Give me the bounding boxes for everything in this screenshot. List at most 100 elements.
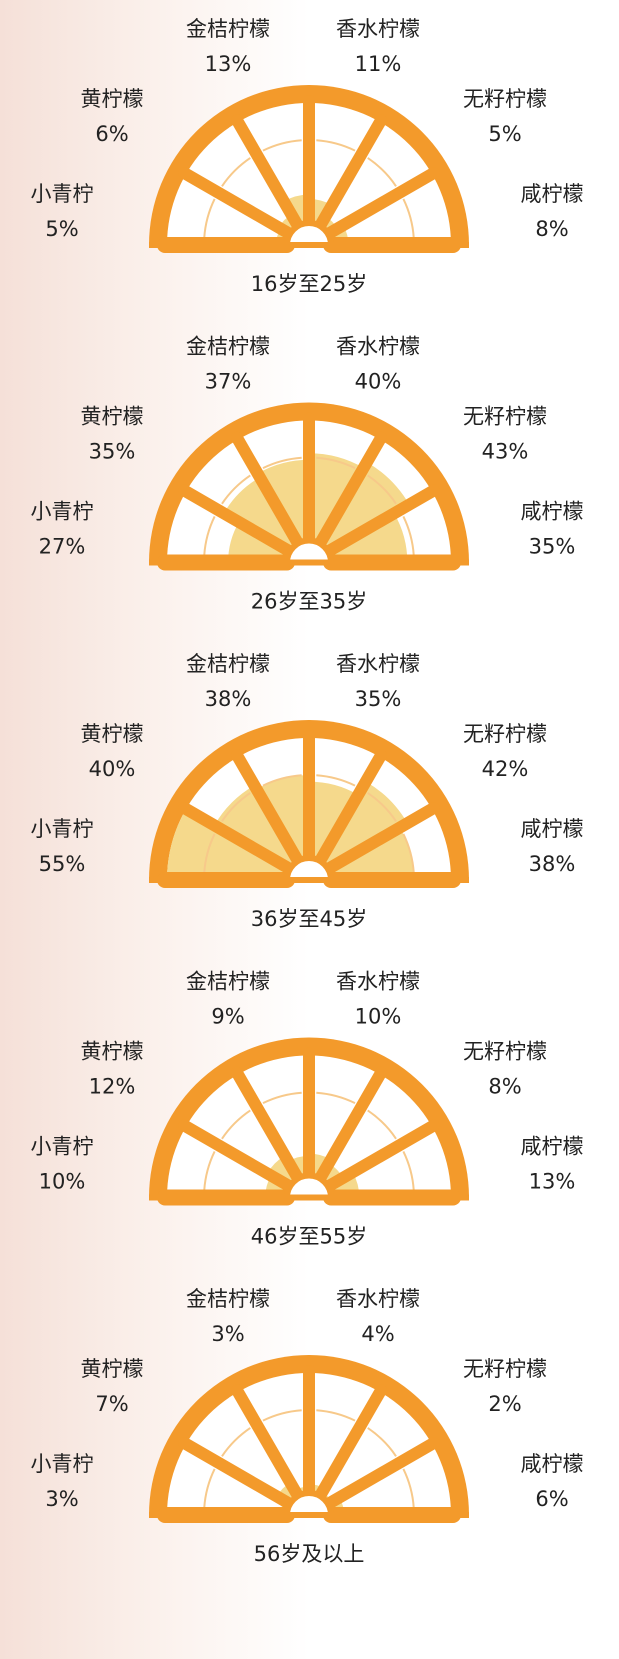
value-sector bbox=[328, 513, 408, 563]
segment-arc bbox=[203, 1151, 216, 1191]
value-sector bbox=[309, 781, 359, 861]
segment-divider bbox=[314, 749, 387, 867]
segment-arc bbox=[262, 1409, 302, 1422]
segment-arc bbox=[262, 456, 302, 470]
segment-divider bbox=[231, 431, 304, 550]
value-sector bbox=[167, 809, 290, 880]
value-sector bbox=[267, 1155, 298, 1187]
value-label: 8% bbox=[535, 217, 568, 241]
segment-divider bbox=[178, 1119, 296, 1193]
value-label: 40% bbox=[89, 757, 136, 781]
chart-title: 56岁及以上 bbox=[254, 1542, 365, 1566]
chart-panel: 小青柠 27% 黄柠檬 35% 金桔柠檬 37% 香水柠檬 40% 无籽柠檬 43% 咸柠檬 35% 2… bbox=[31, 335, 584, 614]
segment-divider bbox=[178, 1437, 296, 1510]
segment-divider bbox=[231, 114, 304, 232]
segment-arc bbox=[203, 1468, 216, 1508]
category-label: 咸柠檬 bbox=[521, 1452, 584, 1476]
value-label: 6% bbox=[95, 122, 128, 146]
value-label: 43% bbox=[482, 440, 529, 464]
value-label: 10% bbox=[355, 1005, 402, 1029]
segment-arc bbox=[367, 157, 397, 187]
value-label: 42% bbox=[482, 757, 529, 781]
category-label: 黄柠檬 bbox=[81, 87, 144, 111]
value-label: 13% bbox=[529, 1170, 576, 1194]
category-label: 小青柠 bbox=[31, 1135, 94, 1159]
segment-arc bbox=[402, 833, 415, 873]
segment-divider bbox=[322, 167, 440, 240]
value-sector bbox=[256, 775, 309, 861]
segment-arc bbox=[221, 1427, 251, 1457]
value-label: 55% bbox=[39, 852, 86, 876]
segment-divider bbox=[314, 1066, 387, 1185]
category-label: 无籽柠檬 bbox=[463, 87, 547, 111]
segment-arc bbox=[367, 1427, 397, 1457]
value-label: 38% bbox=[529, 852, 576, 876]
value-label: 38% bbox=[205, 687, 252, 711]
value-label: 6% bbox=[535, 1487, 568, 1511]
value-sector bbox=[257, 459, 309, 544]
category-label: 黄柠檬 bbox=[81, 1040, 144, 1064]
category-label: 黄柠檬 bbox=[81, 405, 144, 429]
value-label: 13% bbox=[205, 52, 252, 76]
value-label: 7% bbox=[95, 1392, 128, 1416]
category-label: 香水柠檬 bbox=[336, 17, 420, 41]
value-sector bbox=[228, 522, 290, 563]
category-label: 金桔柠檬 bbox=[186, 17, 270, 41]
value-sector bbox=[223, 477, 298, 552]
value-label: 27% bbox=[39, 535, 86, 559]
segment-arc bbox=[367, 792, 397, 822]
value-label: 37% bbox=[205, 370, 252, 394]
category-label: 无籽柠檬 bbox=[463, 722, 547, 746]
segment-arc bbox=[316, 774, 356, 787]
segment-arc bbox=[203, 516, 216, 556]
segment-divider bbox=[178, 167, 296, 240]
chart-panel: 小青柠 3% 黄柠檬 7% 金桔柠檬 3% 香水柠檬 4% 无籽柠檬 2% 咸柠檬 6% 56岁及以上 bbox=[31, 1287, 584, 1566]
segment-divider bbox=[322, 802, 440, 875]
chart-panel: 小青柠 55% 黄柠檬 40% 金桔柠檬 38% 香水柠檬 35% 无籽柠檬 42% 咸柠檬 38% 3… bbox=[31, 652, 584, 931]
category-label: 金桔柠檬 bbox=[186, 1287, 270, 1311]
segment-divider bbox=[314, 431, 387, 550]
segment-arc bbox=[203, 198, 216, 238]
chart-title: 16岁至25岁 bbox=[251, 272, 367, 296]
value-label: 5% bbox=[488, 122, 521, 146]
category-label: 黄柠檬 bbox=[81, 722, 144, 746]
category-label: 小青柠 bbox=[31, 1452, 94, 1476]
segment-divider bbox=[231, 1384, 304, 1502]
segment-divider bbox=[322, 484, 440, 558]
chart-title: 46岁至55岁 bbox=[251, 1225, 367, 1249]
category-label: 咸柠檬 bbox=[521, 500, 584, 524]
chart-title: 36岁至45岁 bbox=[251, 907, 367, 931]
value-label: 3% bbox=[45, 1487, 78, 1511]
segment-arc bbox=[262, 139, 302, 152]
value-label: 4% bbox=[361, 1322, 394, 1346]
hub bbox=[283, 1172, 335, 1201]
category-label: 黄柠檬 bbox=[81, 1357, 144, 1381]
segment-arc bbox=[221, 157, 251, 187]
category-label: 香水柠檬 bbox=[336, 970, 420, 994]
chart-panel: 小青柠 5% 黄柠檬 6% 金桔柠檬 13% 香水柠檬 11% 无籽柠檬 5% 咸柠檬 8% 16岁至2… bbox=[31, 17, 584, 296]
value-label: 8% bbox=[488, 1075, 521, 1099]
value-label: 9% bbox=[211, 1005, 244, 1029]
category-label: 无籽柠檬 bbox=[463, 405, 547, 429]
segment-arc bbox=[221, 792, 251, 822]
hub bbox=[283, 537, 335, 566]
value-label: 5% bbox=[45, 217, 78, 241]
category-label: 金桔柠檬 bbox=[186, 335, 270, 359]
segment-arc bbox=[221, 1109, 251, 1140]
value-sector bbox=[309, 453, 364, 544]
segment-arc bbox=[316, 1409, 356, 1422]
hub bbox=[283, 855, 335, 883]
category-label: 咸柠檬 bbox=[521, 182, 584, 206]
segment-arc bbox=[402, 1468, 415, 1508]
segment-arc bbox=[402, 516, 415, 556]
segment-divider bbox=[231, 1066, 304, 1185]
segment-divider bbox=[231, 749, 304, 867]
segment-divider bbox=[314, 1384, 387, 1502]
segment-divider bbox=[322, 1437, 440, 1510]
segment-arc bbox=[367, 1109, 397, 1140]
value-label: 10% bbox=[39, 1170, 86, 1194]
segment-arc bbox=[203, 833, 216, 873]
segment-arc bbox=[221, 474, 251, 505]
category-label: 无籽柠檬 bbox=[463, 1357, 547, 1381]
